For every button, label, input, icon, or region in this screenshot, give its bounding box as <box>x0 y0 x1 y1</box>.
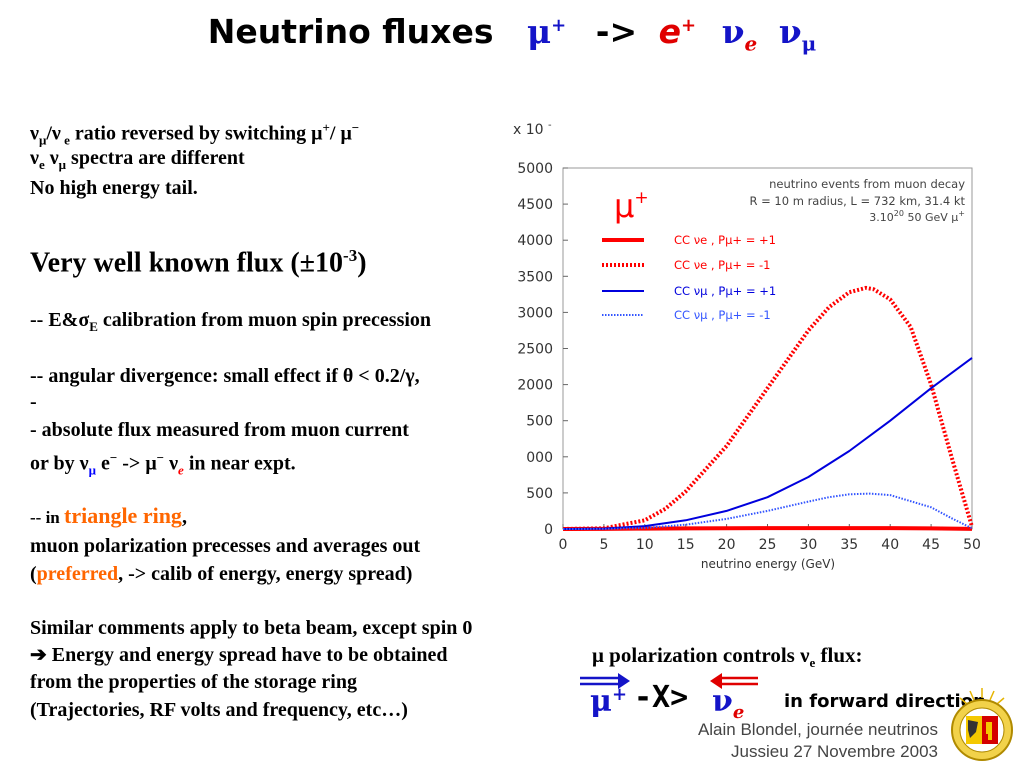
text-line-8: - absolute flux measured from muon curre… <box>30 419 409 441</box>
text-line-10: -- in triangle ring, <box>30 503 187 529</box>
title-nu-e: ν <box>721 12 745 51</box>
seal-key <box>986 722 992 740</box>
legend-label-1: CC νe , Pμ+ = +1 <box>674 233 776 247</box>
nu-e-symbol: νe <box>712 684 745 723</box>
title-arrow: -> <box>595 12 638 51</box>
mu-plus-symbol: μ+ <box>590 684 628 719</box>
y-tick-label: 500 <box>526 486 553 502</box>
text-line-11: muon polarization precesses and averages… <box>30 535 421 557</box>
seal-rays <box>959 688 1005 705</box>
polarization-arrows <box>580 673 758 689</box>
footer-author: Alain Blondel, journée neutrinos <box>697 720 938 739</box>
chart-muon-label: μ+ <box>614 187 649 225</box>
text-line-2: νe νμ spectra are different <box>30 147 245 172</box>
forward-direction-label: in forward direction <box>784 691 986 712</box>
neutrino-flux-chart: x 10 - 050000050020002500300035004000450… <box>513 120 981 571</box>
title-mu: μ <box>527 12 552 51</box>
x-tick-label: 25 <box>759 537 777 553</box>
chart-multiplier: x 10 - <box>513 120 552 138</box>
y-tick-label: 000 <box>526 450 553 466</box>
title-nu-mu: ν <box>778 12 802 51</box>
title-mu-plus: + <box>551 15 567 36</box>
text-line-16: (Trajectories, RF volts and frequency, e… <box>30 699 408 721</box>
y-tick-label: 3000 <box>517 305 553 321</box>
title-text: Neutrino fluxes <box>207 12 494 51</box>
x-tick-label: 10 <box>636 537 654 553</box>
x-tick-label: 30 <box>799 537 817 553</box>
preferred-highlight: preferred <box>36 563 119 585</box>
y-tick-label: 3500 <box>517 269 553 285</box>
x-tick-label: 0 <box>559 537 568 553</box>
triangle-ring-highlight: triangle ring <box>64 503 182 528</box>
y-tick-label: 0 <box>544 522 553 538</box>
y-tick-label: 4500 <box>517 197 553 213</box>
text-line-12: (preferred, -> calib of energy, energy s… <box>30 563 413 585</box>
x-tick-label: 35 <box>840 537 858 553</box>
legend-label-3: CC νμ , Pμ+ = +1 <box>674 284 776 298</box>
text-line-7: - <box>30 391 37 413</box>
text-line-9: or by νμ e− -> μ− νe in near expt. <box>30 450 296 478</box>
x-arrow: -X> <box>634 680 689 715</box>
x-tick-label: 50 <box>963 537 981 553</box>
slide-title: Neutrino fluxes μ+ -> e+ νe νμ <box>0 12 1024 56</box>
text-line-5: -- E&σE calibration from muon spin prece… <box>30 309 432 334</box>
series-line-4 <box>562 492 973 530</box>
legend-label-4: CC νμ , Pμ+ = -1 <box>674 308 771 322</box>
text-line-6: -- angular divergence: small effect if θ… <box>30 365 420 387</box>
text-line-4: Very well known flux (±10-3) <box>30 246 367 279</box>
y-tick-label: 4000 <box>517 233 553 249</box>
y-tick-label: 5000 <box>517 161 553 177</box>
text-line-14: ➔ Energy and energy spread have to be ob… <box>30 644 448 666</box>
nu-arrow-head <box>710 673 722 689</box>
text-line-13: Similar comments apply to beta beam, exc… <box>30 617 473 639</box>
chart-title: neutrino events from muon decay <box>769 177 965 191</box>
y-tick-label: 2500 <box>517 342 553 358</box>
text-line-3: No high energy tail. <box>30 177 198 199</box>
title-sub-mu: μ <box>801 31 817 56</box>
title-sub-e: e <box>744 31 758 56</box>
mu-arrow-head <box>618 673 630 689</box>
series-line-1 <box>562 526 973 531</box>
series-line-3 <box>562 357 973 530</box>
footer-date: Jussieu 27 Novembre 2003 <box>731 742 938 761</box>
title-e-plus: + <box>681 15 697 36</box>
x-tick-label: 5 <box>599 537 608 553</box>
title-e: e <box>658 12 681 51</box>
series-line-2 <box>562 285 974 531</box>
x-tick-label: 40 <box>881 537 899 553</box>
chart-info-2: 3.1020 50 GeV μ+ <box>869 209 965 224</box>
y-tick-label: 2000 <box>517 378 553 394</box>
text-line-15: from the properties of the storage ring <box>30 671 357 693</box>
chart-info-1: R = 10 m radius, L = 732 km, 31.4 kt <box>749 194 965 208</box>
seal-eagle <box>968 720 978 738</box>
legend-label-2: CC νe , Pμ+ = -1 <box>674 258 770 272</box>
y-tick-label: 500 <box>526 414 553 430</box>
x-tick-label: 20 <box>718 537 736 553</box>
university-seal-logo <box>951 688 1013 761</box>
chart-xlabel: neutrino energy (GeV) <box>701 557 835 571</box>
x-tick-label: 15 <box>677 537 695 553</box>
text-line-1: νμ/ν e ratio reversed by switching μ+/ μ… <box>30 120 360 148</box>
polarization-label: μ polarization controls νe flux: <box>592 643 863 671</box>
x-tick-label: 45 <box>922 537 940 553</box>
